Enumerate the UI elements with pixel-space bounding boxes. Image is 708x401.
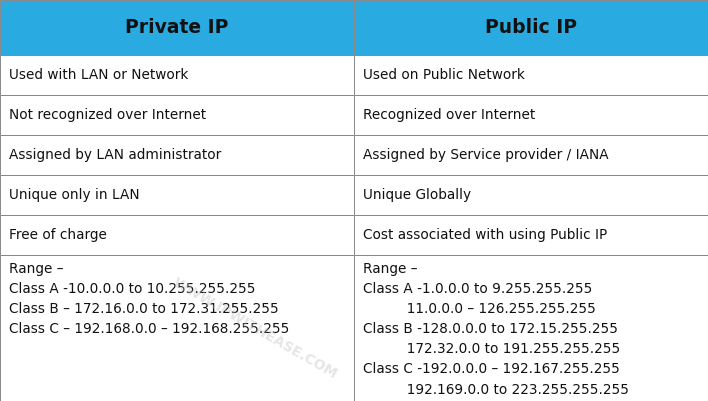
Text: Private IP: Private IP	[125, 18, 229, 37]
Bar	[354, 55, 708, 95]
Bar	[354, 255, 708, 401]
Text: Cost associated with using Public IP: Cost associated with using Public IP	[363, 228, 607, 242]
Bar	[0, 55, 354, 95]
Text: Range –
Class A -10.0.0.0 to 10.255.255.255
Class B – 172.16.0.0 to 172.31.255.2: Range – Class A -10.0.0.0 to 10.255.255.…	[9, 262, 290, 336]
Text: Free of charge: Free of charge	[9, 228, 107, 242]
Text: WWW.IPWITHEASE.COM: WWW.IPWITHEASE.COM	[170, 276, 340, 382]
Bar	[0, 255, 354, 401]
Text: Not recognized over Internet: Not recognized over Internet	[9, 108, 206, 122]
Bar	[0, 0, 354, 55]
Bar	[354, 95, 708, 135]
Bar	[0, 95, 354, 135]
Text: Used on Public Network: Used on Public Network	[363, 68, 525, 82]
Bar	[0, 215, 354, 255]
Text: Assigned by Service provider / IANA: Assigned by Service provider / IANA	[363, 148, 609, 162]
Bar	[354, 135, 708, 175]
Text: Recognized over Internet: Recognized over Internet	[363, 108, 535, 122]
Text: Used with LAN or Network: Used with LAN or Network	[9, 68, 188, 82]
Text: Unique only in LAN: Unique only in LAN	[9, 188, 139, 202]
Bar	[354, 175, 708, 215]
Text: Unique Globally: Unique Globally	[363, 188, 472, 202]
Text: Public IP: Public IP	[485, 18, 577, 37]
Bar	[0, 135, 354, 175]
Bar	[354, 0, 708, 55]
Bar	[0, 175, 354, 215]
Bar	[354, 215, 708, 255]
Text: Range –
Class A -1.0.0.0 to 9.255.255.255
          11.0.0.0 – 126.255.255.255
C: Range – Class A -1.0.0.0 to 9.255.255.25…	[363, 262, 629, 397]
Text: Assigned by LAN administrator: Assigned by LAN administrator	[9, 148, 222, 162]
